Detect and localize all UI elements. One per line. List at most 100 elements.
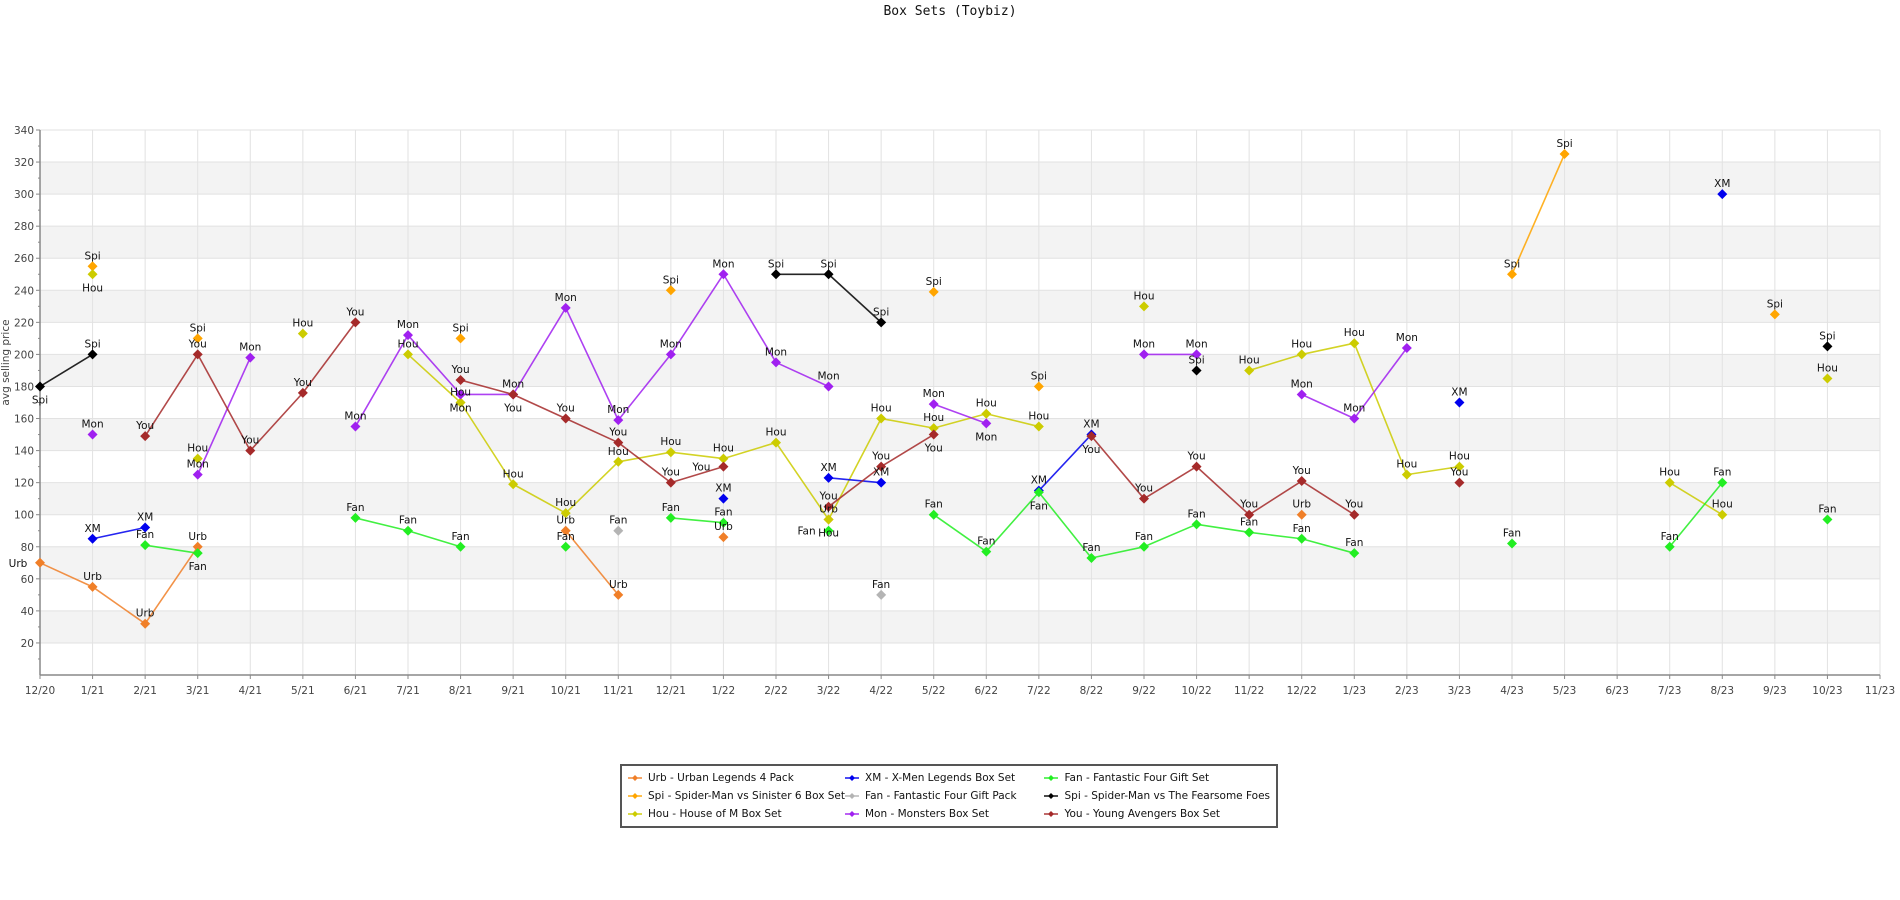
series-line-segment [407, 529, 461, 548]
data-point [718, 461, 729, 472]
series-line-segment [670, 273, 725, 355]
data-label: Spi [1556, 138, 1572, 150]
data-label: Mon [502, 378, 524, 390]
data-point [771, 357, 781, 368]
data-point [665, 477, 676, 488]
data-point [1296, 533, 1307, 544]
data-point [613, 437, 624, 448]
series-line-segment [565, 461, 619, 514]
x-tick-label: 1/23 [1342, 685, 1366, 697]
legend-marker-icon [845, 775, 859, 781]
series-line-segment [828, 465, 882, 508]
data-point [508, 479, 519, 490]
legend-item: Fan - Fantastic Four Gift Pack [845, 787, 1044, 805]
data-point [665, 512, 676, 523]
data-label: Fan [1818, 504, 1836, 516]
series-line-segment [1248, 480, 1303, 516]
series-urb-0 [35, 509, 1307, 629]
series-line-segment [1301, 393, 1355, 420]
data-point [297, 387, 308, 398]
data-label: Hou [1449, 451, 1470, 463]
data-point [876, 589, 887, 600]
data-point [140, 540, 151, 551]
data-point [1191, 461, 1202, 472]
series-line-segment [1038, 491, 1093, 559]
series-fan-4 [613, 525, 887, 600]
series-line-segment [723, 441, 777, 460]
data-point [1086, 431, 1097, 442]
data-point [1033, 381, 1044, 392]
data-label: Mon [975, 431, 997, 443]
x-tick-label: 7/23 [1658, 685, 1682, 697]
series-line-segment [196, 357, 252, 475]
grid-band [40, 226, 1880, 259]
data-point [613, 456, 624, 467]
data-point [1296, 389, 1307, 400]
data-label: You [188, 338, 207, 350]
data-label: Hou [187, 443, 208, 455]
data-label: You [691, 462, 710, 474]
data-point [1349, 413, 1360, 424]
series-line-segment [617, 353, 672, 421]
series-line-segment [1038, 434, 1093, 492]
data-point [87, 429, 98, 440]
data-label: XM [1083, 419, 1099, 431]
series-line-segment [565, 530, 619, 596]
legend-label: Spi - Spider-Man vs Sinister 6 Box Set [648, 790, 845, 802]
grid-band [40, 610, 1880, 643]
data-point [1822, 341, 1833, 352]
series-line-segment [39, 562, 93, 588]
x-tick-label: 1/22 [712, 685, 736, 697]
x-tick-label: 8/23 [1710, 685, 1734, 697]
data-label: Hou [660, 436, 681, 448]
data-label: Fan [1240, 516, 1258, 528]
data-point [140, 618, 151, 629]
data-point [87, 269, 98, 280]
series-line-segment [1248, 353, 1302, 372]
series-line-segment [565, 417, 619, 444]
series-line-segment [828, 273, 882, 323]
data-point [1664, 541, 1675, 552]
data-point [560, 302, 571, 313]
data-label: You [819, 491, 838, 503]
data-point [613, 589, 624, 600]
series-line-segment [1301, 342, 1355, 356]
y-tick-label: 300 [14, 189, 34, 201]
series-line-segment [1353, 342, 1408, 475]
x-tick-label: 10/21 [551, 685, 581, 697]
data-point [823, 381, 834, 392]
grid-band [40, 290, 1880, 323]
x-tick-label: 12/20 [25, 685, 55, 697]
data-label: Mon [660, 338, 682, 350]
x-tick-label: 8/21 [449, 685, 473, 697]
data-label: XM [873, 467, 889, 479]
legend-item: Spi - Spider-Man vs The Fearsome Foes [1044, 787, 1270, 805]
data-label: Hou [555, 497, 576, 509]
legend-item: Spi - Spider-Man vs Sinister 6 Box Set [628, 787, 845, 805]
data-point [403, 349, 413, 360]
data-point [823, 501, 834, 512]
series-line-segment [1511, 153, 1566, 275]
series-line-segment [617, 441, 672, 484]
data-point [981, 546, 992, 557]
data-point [297, 328, 308, 339]
x-tick-label: 3/21 [186, 685, 210, 697]
y-tick-label: 280 [14, 221, 34, 233]
x-tick-label: 2/22 [764, 685, 788, 697]
series-line-segment [249, 392, 304, 452]
data-label: Mon [607, 404, 629, 416]
data-label: Hou [1134, 290, 1155, 302]
legend-item: You - Young Avengers Box Set [1044, 805, 1270, 823]
data-label: Spi [926, 276, 942, 288]
data-label: Hou [1239, 354, 1260, 366]
data-point [350, 512, 361, 523]
x-tick-label: 7/21 [396, 685, 420, 697]
data-label: Mon [239, 342, 261, 354]
data-label: Fan [189, 561, 207, 573]
data-point [823, 514, 834, 525]
data-point [876, 477, 887, 488]
series-line-segment [512, 483, 567, 514]
series-line-segment [828, 477, 882, 484]
legend-item: Urb - Urban Legends 4 Pack [628, 769, 845, 787]
